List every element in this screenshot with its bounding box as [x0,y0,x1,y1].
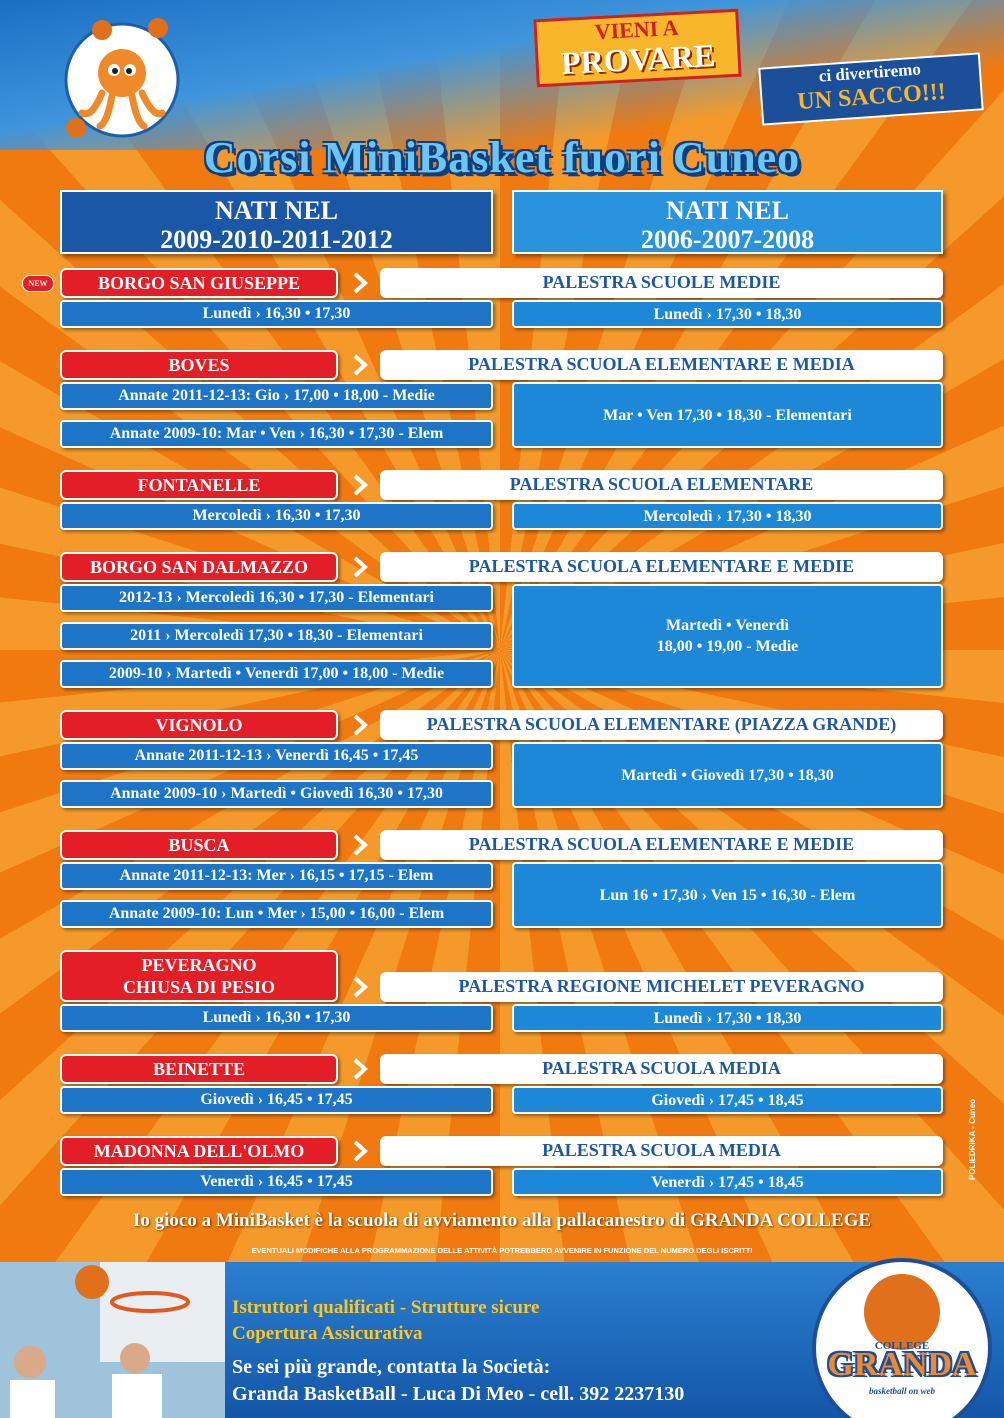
chevron [346,471,374,499]
column-line: NATI NEL [214,196,339,225]
logo-sub: COLLEGE [874,1340,930,1352]
location-name: BORGO SAN DALMAZZO [60,552,338,582]
schedule-right-line: Martedì • Giovedì 17,30 • 18,30 [621,766,834,784]
chevron [346,1137,374,1165]
location-name: PEVERAGNO CHIUSA DI PESIO [60,950,338,1002]
chevron [346,973,374,1001]
location-name: BOVES [60,350,338,380]
schedule-right-line: Mar • Ven 17,30 • 18,30 - Elementari [603,406,852,424]
venue: PALESTRA SCUOLE MEDIE [380,268,943,298]
venue: PALESTRA REGIONE MICHELET PEVERAGNO [380,972,943,1002]
credit: POLIEDRIKA - Cuneo [968,1098,977,1180]
venue: PALESTRA SCUOLA ELEMENTARE (PIAZZA GRAND… [380,710,943,740]
mascot [64,18,180,138]
contact: Se sei più grande, contatta la Società: … [232,1354,684,1408]
column-header: NATI NEL 2009-2010-2011-2012 [60,190,493,254]
photo [0,1262,225,1418]
schedule-right: Martedì • Venerdì 18,00 • 19,00 - Medie [512,584,943,688]
schedule-right: Lunedì › 17,30 • 18,30 [512,300,943,328]
location-name: BUSCA [60,830,338,860]
schedule-right: Mar • Ven 17,30 • 18,30 - Elementari [512,382,943,448]
feature: Istruttori qualificati - Strutture sicur… [232,1297,540,1318]
schedule-left: Venerdì › 16,45 • 17,45 [60,1168,493,1196]
schedule-left: Lunedì › 16,30 • 17,30 [60,300,493,328]
chevron [346,1055,374,1083]
schedule-left: Annate 2011-12-13: Gio › 17,00 • 18,00 -… [60,382,493,410]
schedule-left: Annate 2009-10: Mar • Ven › 16,30 • 17,3… [60,420,493,448]
schedule-right-line: Mercoledì › 17,30 • 18,30 [643,507,812,525]
schedule-right: Lun 16 • 17,30 › Ven 15 • 16,30 - Elem [512,862,943,928]
chevron [346,269,374,297]
features: Istruttori qualificati - Strutture sicur… [232,1295,539,1347]
venue: PALESTRA SCUOLA MEDIA [380,1136,943,1166]
chevron [346,351,374,379]
chevron [346,711,374,739]
schedule-left: 2012-13 › Mercoledì 16,30 • 17,30 - Elem… [60,584,493,612]
location-name: BORGO SAN GIUSEPPE [60,268,338,298]
notice: EVENTUALI MODIFICHE ALLA PROGRAMMAZIONE … [251,1246,753,1255]
badge: VIENI A PROVARE [533,8,742,88]
badge-line: PROVARE [560,36,716,81]
schedule-left: Annate 2009-10 › Martedì • Giovedì 16,30… [60,780,493,808]
contact-line: Granda BasketBall - Luca Di Meo - cell. … [232,1383,685,1405]
venue: PALESTRA SCUOLA ELEMENTARE E MEDIE [380,552,943,582]
venue: PALESTRA SCUOLA MEDIA [380,1054,943,1084]
schedule-right-line: Venerdì › 17,45 • 18,45 [651,1173,804,1191]
feature: Copertura Assicurativa [232,1323,423,1344]
schedule-left: 2011 › Mercoledì 17,30 • 18,30 - Element… [60,622,493,650]
logo-ball [864,1274,940,1350]
schedule-right-line: Martedì • Venerdì [666,617,789,634]
new-tag: NEW [22,275,54,292]
contact-line: Se sei più grande, contatta la Società: [232,1356,551,1378]
schedule-left: Annate 2009-10: Lun • Mer › 15,00 • 16,0… [60,900,493,928]
schedule-right: Venerdì › 17,45 • 18,45 [512,1168,943,1196]
schedule-right: Martedì • Giovedì 17,30 • 18,30 [512,742,943,808]
schedule-right: Lunedì › 17,30 • 18,30 [512,1004,943,1032]
logo-tagline: basketball on web [868,1386,935,1396]
chevron [346,553,374,581]
chevron [346,831,374,859]
schedule-right: Mercoledì › 17,30 • 18,30 [512,502,943,530]
schedule-left: Giovedì › 16,45 • 17,45 [60,1086,493,1114]
schedule-right: Giovedì › 17,45 • 18,45 [512,1086,943,1114]
schedule-left: 2009-10 › Martedì • Venerdì 17,00 • 18,0… [60,660,493,688]
column-header: NATI NEL 2006-2007-2008 [512,190,943,254]
venue: PALESTRA SCUOLA ELEMENTARE E MEDIA [380,350,943,380]
schedule-left: Annate 2011-12-13: Mer › 16,15 • 17,15 -… [60,862,493,890]
schedule-right-line: Giovedì › 17,45 • 18,45 [651,1091,804,1109]
location-name: MADONNA DELL'OLMO [60,1136,338,1166]
column-line: 2006-2007-2008 [640,225,815,254]
motto: Io gioco a MiniBasket è la scuola di avv… [132,1210,872,1231]
schedule-left: Lunedì › 16,30 • 17,30 [60,1004,493,1032]
location-name: BEINETTE [60,1054,338,1084]
logo: GRANDA COLLEGE basketball on web [812,1258,992,1418]
schedule-left: Mercoledì › 16,30 • 17,30 [60,502,493,530]
column-line: NATI NEL [665,196,790,225]
schedule-right-line: 18,00 • 19,00 - Medie [656,638,799,655]
schedule-right-line: Lun 16 • 17,30 › Ven 15 • 16,30 - Elem [599,886,856,904]
schedule-right-line: Lunedì › 17,30 • 18,30 [653,305,802,323]
location-name: VIGNOLO [60,710,338,740]
location-name: FONTANELLE [60,470,338,500]
logo-name: GRANDA [827,1346,977,1383]
column-line: 2009-2010-2011-2012 [160,225,393,254]
schedule-left: Annate 2011-12-13 › Venerdì 16,45 • 17,4… [60,742,493,770]
venue: PALESTRA SCUOLA ELEMENTARE E MEDIE [380,830,943,860]
venue: PALESTRA SCUOLA ELEMENTARE [380,470,943,500]
title: Corsi MiniBasket fuori Cuneo [203,133,801,182]
schedule-right-line: Lunedì › 17,30 • 18,30 [653,1009,802,1027]
